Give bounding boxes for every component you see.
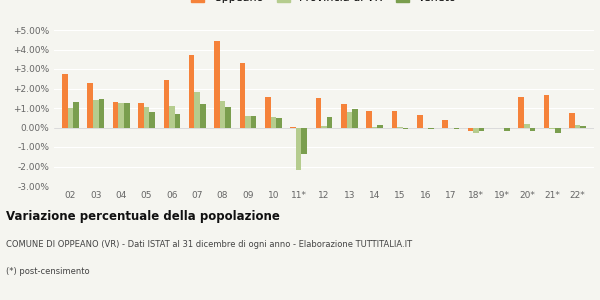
- Bar: [347, 112, 352, 128]
- Bar: [442, 120, 448, 128]
- Bar: [226, 107, 231, 128]
- Bar: [417, 115, 422, 128]
- Bar: [200, 104, 206, 128]
- Bar: [220, 101, 226, 128]
- Bar: [149, 112, 155, 128]
- Bar: [93, 100, 98, 128]
- Bar: [367, 111, 372, 128]
- Text: Variazione percentuale della popolazione: Variazione percentuale della popolazione: [6, 210, 280, 223]
- Bar: [239, 63, 245, 128]
- Bar: [98, 99, 104, 128]
- Bar: [194, 92, 200, 128]
- Bar: [164, 80, 169, 128]
- Bar: [251, 116, 256, 127]
- Bar: [265, 97, 271, 128]
- Bar: [454, 128, 459, 129]
- Bar: [524, 124, 530, 128]
- Bar: [352, 109, 358, 128]
- Bar: [68, 108, 73, 128]
- Bar: [569, 113, 575, 128]
- Bar: [113, 102, 118, 128]
- Bar: [124, 103, 130, 128]
- Bar: [276, 118, 281, 128]
- Bar: [169, 106, 175, 127]
- Text: COMUNE DI OPPEANO (VR) - Dati ISTAT al 31 dicembre di ogni anno - Elaborazione T: COMUNE DI OPPEANO (VR) - Dati ISTAT al 3…: [6, 240, 412, 249]
- Bar: [530, 128, 535, 131]
- Bar: [62, 74, 68, 128]
- Bar: [316, 98, 321, 128]
- Bar: [88, 82, 93, 128]
- Bar: [479, 128, 484, 131]
- Bar: [550, 128, 555, 129]
- Bar: [327, 117, 332, 128]
- Bar: [580, 125, 586, 128]
- Bar: [544, 95, 550, 128]
- Bar: [473, 128, 479, 133]
- Bar: [138, 103, 144, 128]
- Bar: [518, 97, 524, 128]
- Bar: [428, 128, 434, 129]
- Legend: Oppeano, Provincia di VR, Veneto: Oppeano, Provincia di VR, Veneto: [191, 0, 457, 3]
- Bar: [245, 116, 251, 127]
- Bar: [377, 124, 383, 128]
- Bar: [189, 55, 194, 128]
- Bar: [403, 128, 409, 129]
- Bar: [118, 103, 124, 128]
- Bar: [175, 114, 180, 128]
- Bar: [214, 41, 220, 128]
- Bar: [397, 127, 403, 128]
- Bar: [341, 104, 347, 128]
- Text: (*) post-censimento: (*) post-censimento: [6, 267, 89, 276]
- Bar: [301, 128, 307, 154]
- Bar: [468, 128, 473, 131]
- Bar: [372, 127, 377, 128]
- Bar: [392, 111, 397, 128]
- Bar: [321, 125, 327, 128]
- Bar: [73, 102, 79, 128]
- Bar: [271, 117, 276, 128]
- Bar: [290, 127, 296, 128]
- Bar: [575, 124, 580, 128]
- Bar: [504, 128, 510, 131]
- Bar: [296, 128, 301, 170]
- Bar: [555, 128, 560, 133]
- Bar: [144, 107, 149, 128]
